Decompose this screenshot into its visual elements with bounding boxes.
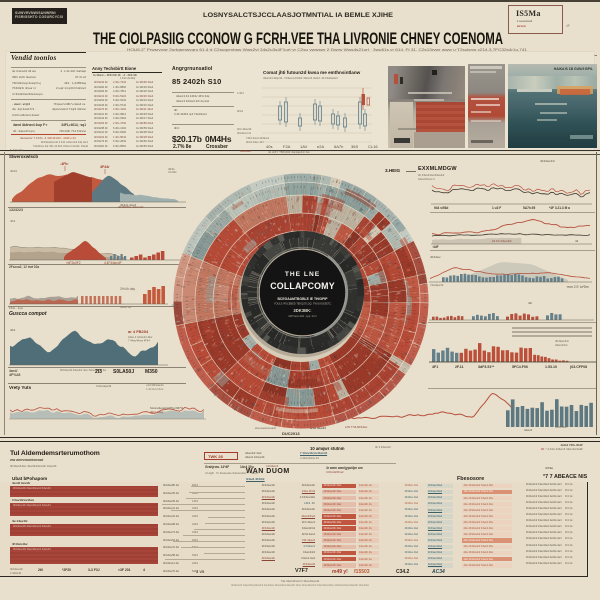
svg-text:3%4h day: 3%4h day [120, 287, 135, 291]
svg-text:3DK3BK:: 3DK3BK: [293, 308, 311, 313]
svg-text:44r: 44r [528, 301, 532, 305]
svg-text:F2A: F2A [283, 144, 291, 149]
svg-text:· 44 F4 44wv44r·: · 44 F4 44wv44r· [490, 239, 513, 243]
svg-text:·mm 2 E tu*5m: ·mm 2 E tu*5m [566, 285, 589, 289]
svg-text:THE CIOLPASIIG CCONOW G FCRH.V: THE CIOLPASIIG CCONOW G FCRH.VEE THA LIV… [93, 29, 503, 48]
svg-text:44wv4: 44wv4 [524, 428, 533, 432]
svg-text:36S: 36S [351, 144, 358, 149]
svg-text:LOSNYSALCTSJCCLAASJOTMNTIAL IA: LOSNYSALCTSJCCLAASJOTMNTIAL IA BEMLE XJI… [203, 12, 394, 19]
svg-text:COLLAPCOMY: COLLAPCOMY [270, 281, 335, 291]
svg-text:CL16: CL16 [368, 144, 378, 149]
svg-text:4F4·: 4F4· [10, 328, 16, 332]
svg-text:4,4F44wv4F: 4,4F44wv4F [104, 261, 122, 264]
svg-text:4F44r: 4F44r [100, 165, 110, 169]
svg-text:44: 44 [575, 239, 579, 243]
svg-text:4F44wv·: 4F44wv· [430, 255, 442, 259]
svg-text:-4Fb·: -4Fb· [60, 162, 69, 166]
svg-text:BCEGAAMTBOBLE IE THIOPIP: BCEGAAMTBOBLE IE THIOPIP [277, 297, 328, 301]
svg-text:ar 4 FB204: ar 4 FB204 [128, 329, 149, 334]
svg-text:HOU6.2° Prwsrvvwr 2urtqsmwvqru: HOU6.2° Prwsrvvwr 2urtqsmwvqru 61.4·d C2… [127, 48, 527, 52]
svg-text:4F44: 4F44 [10, 169, 17, 173]
svg-text:1AV: 1AV [300, 144, 308, 149]
svg-text:·44F: ·44F [432, 245, 439, 248]
svg-text:40s: 40s [266, 144, 272, 149]
svg-text:THE LNE: THE LNE [285, 271, 320, 278]
svg-text:4F4·: 4F4· [10, 219, 16, 223]
svg-text:4F4s: 4F4s [168, 167, 175, 171]
svg-text:44wv 4 44rwv44 44w: 44wv 4 44rwv44 44w [128, 335, 152, 339]
svg-text:e2A: e2A [317, 144, 324, 149]
svg-text:7 44wv44rwv 4F44: 7 44wv44rwv 4F44 [128, 339, 150, 343]
svg-text:74w4qw44: 74w4qw44 [430, 283, 444, 287]
svg-text:«4F2u0F2: «4F2u0F2 [66, 261, 81, 264]
svg-text:AW7sqss.4s6r .syqr. b4.2: AW7sqss.4s6r .syqr. b4.2 [288, 315, 317, 318]
svg-text:4F44s 4wv4: 4F44s 4wv4 [120, 203, 137, 206]
svg-text:YOULS IFUCEBED TEKQSTLOQ. TW E: YOULS IFUCEBED TEKQSTLOQ. TW EAGSSETC [274, 303, 331, 306]
svg-text:6A7h: 6A7h [334, 144, 343, 149]
